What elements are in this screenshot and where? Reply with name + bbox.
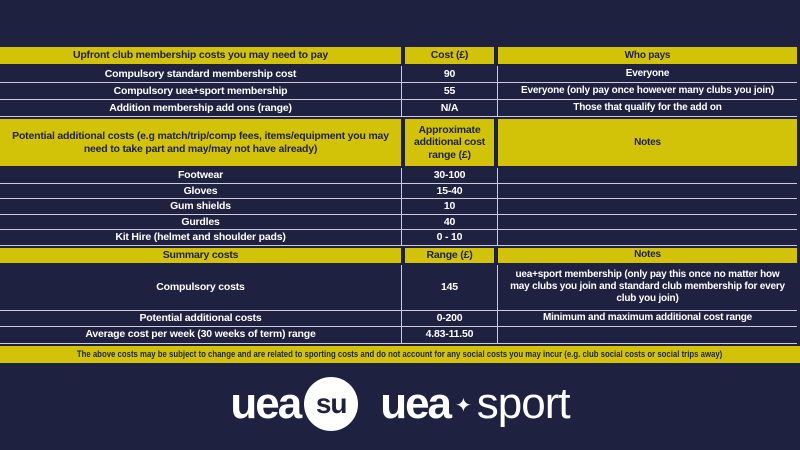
table-row: Kit Hire (helmet and shoulder pads) 0 - …	[0, 230, 797, 246]
cell: Compulsory uea+sport membership	[113, 84, 288, 97]
cell	[498, 215, 797, 230]
membership-costs-table: Upfront club membership costs you may ne…	[0, 45, 800, 363]
uea-sport-logo-text: uea	[380, 379, 452, 428]
cell: Average cost per week (30 weeks of term)…	[85, 328, 316, 341]
cell	[498, 199, 797, 214]
table-row: Average cost per week (30 weeks of term)…	[0, 326, 797, 344]
cell: 0-200	[401, 310, 498, 326]
header-cell: Cost (£)	[401, 47, 498, 64]
cell: 30-100	[401, 168, 498, 183]
table-header-row: Upfront club membership costs you may ne…	[0, 47, 797, 64]
header-cell: Notes	[498, 119, 797, 166]
table-header-row: Potential additional costs (e.g match/tr…	[0, 119, 797, 166]
cell: Kit Hire (helmet and shoulder pads)	[115, 231, 286, 244]
table-row: Footwear 30-100	[0, 168, 797, 184]
cell: Addition membership add ons (range)	[109, 101, 292, 114]
header-cell: Potential additional costs (e.g match/tr…	[0, 119, 401, 166]
disclaimer-bar: The above costs may be subject to change…	[0, 345, 800, 363]
cell	[498, 184, 797, 199]
header-cell: Upfront club membership costs you may ne…	[0, 47, 401, 64]
cell: 55	[401, 83, 498, 99]
table-row: Gurdles 40	[0, 214, 797, 231]
table-header-row: Summary costs Range (£) Notes	[0, 247, 797, 263]
cell: Everyone (only pay once however many clu…	[520, 85, 774, 96]
cell	[498, 327, 797, 343]
cell: 40	[401, 214, 498, 230]
cell: N/A	[401, 100, 498, 116]
header-cell: Who pays	[498, 47, 797, 64]
table-row: Potential additional costs 0-200 Minimum…	[0, 310, 797, 327]
cell: uea+sport membership (only pay this once…	[510, 269, 785, 305]
table-row: Compulsory uea+sport membership 55 Every…	[0, 83, 797, 100]
cell: 10	[401, 199, 498, 214]
table-row: Gloves 15-40	[0, 183, 797, 200]
cell: Compulsory standard membership cost	[104, 67, 297, 80]
cell: 4.83-11.50	[401, 326, 498, 343]
sport-logo-text: sport	[476, 379, 571, 428]
star-icon: ✦	[455, 395, 472, 417]
cell: Compulsory costs	[156, 281, 245, 294]
table-row: Compulsory standard membership cost 90 E…	[0, 66, 797, 83]
cell: Potential additional costs	[139, 311, 262, 324]
cell: Gurdles	[181, 215, 220, 228]
header-cell: Notes	[498, 247, 797, 263]
header-cell: Summary costs	[0, 247, 401, 263]
logo-strip: uea su uea ✦ sport	[0, 374, 800, 434]
header-cell: Range (£)	[401, 247, 498, 263]
cell: Footwear	[177, 169, 224, 181]
header-cell: Approximate additional cost range (£)	[401, 119, 498, 166]
table-row: Addition membership add ons (range) N/A …	[0, 100, 797, 117]
cell: 90	[401, 66, 498, 82]
disclaimer-text: The above costs may be subject to change…	[77, 348, 723, 360]
ueasu-logo-text: uea	[230, 379, 302, 428]
ueasu-logo: uea su	[230, 377, 359, 431]
cell: Everyone	[625, 68, 670, 79]
su-badge: su	[304, 377, 359, 431]
cell: 0 - 10	[401, 230, 498, 245]
cell	[498, 168, 797, 183]
cell: Those that qualify for the add on	[573, 102, 722, 113]
cell: 145	[401, 264, 498, 310]
table-row: Gum shields 10	[0, 199, 797, 215]
cell: Gum shields	[170, 200, 231, 213]
table-row: Compulsory costs 145 uea+sport membershi…	[0, 264, 797, 311]
cell: Minimum and maximum additional cost rang…	[542, 312, 753, 324]
cell: 15-40	[401, 183, 498, 199]
cell: Gloves	[183, 184, 218, 197]
cell	[498, 230, 797, 245]
uea-sport-logo: uea ✦ sport	[380, 379, 571, 428]
